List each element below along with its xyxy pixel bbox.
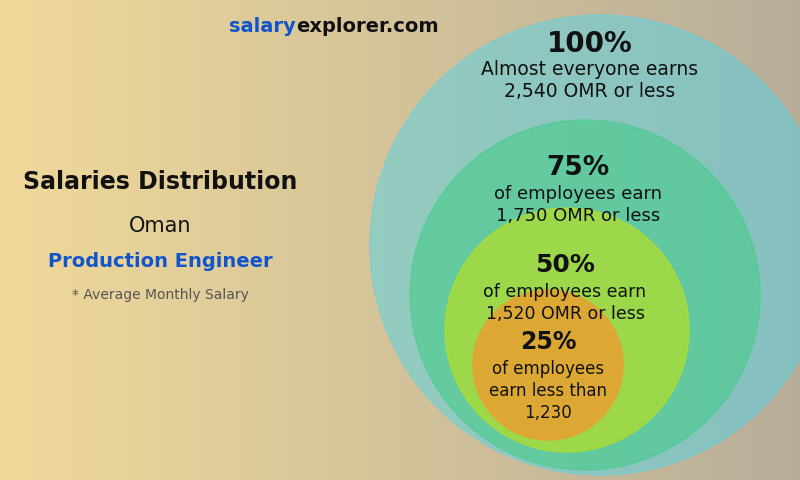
Text: Production Engineer: Production Engineer xyxy=(48,252,272,271)
Text: 75%: 75% xyxy=(546,155,610,181)
Text: 1,230: 1,230 xyxy=(524,404,572,422)
Ellipse shape xyxy=(445,208,689,452)
Text: Oman: Oman xyxy=(129,216,191,236)
Text: of employees: of employees xyxy=(492,360,604,378)
Text: Salaries Distribution: Salaries Distribution xyxy=(23,170,297,194)
Ellipse shape xyxy=(410,120,760,470)
Text: 25%: 25% xyxy=(520,330,576,354)
Text: 50%: 50% xyxy=(535,253,595,277)
Text: * Average Monthly Salary: * Average Monthly Salary xyxy=(71,288,249,302)
Text: explorer.com: explorer.com xyxy=(296,17,438,36)
Text: 2,540 OMR or less: 2,540 OMR or less xyxy=(504,82,676,101)
Text: 1,750 OMR or less: 1,750 OMR or less xyxy=(496,207,660,225)
Ellipse shape xyxy=(370,15,800,475)
Text: salary: salary xyxy=(230,17,296,36)
Ellipse shape xyxy=(473,290,623,440)
Text: 100%: 100% xyxy=(547,30,633,58)
Text: of employees earn: of employees earn xyxy=(483,283,646,301)
Text: Almost everyone earns: Almost everyone earns xyxy=(482,60,698,79)
Text: of employees earn: of employees earn xyxy=(494,185,662,203)
Text: 1,520 OMR or less: 1,520 OMR or less xyxy=(486,305,645,323)
Text: earn less than: earn less than xyxy=(489,382,607,400)
